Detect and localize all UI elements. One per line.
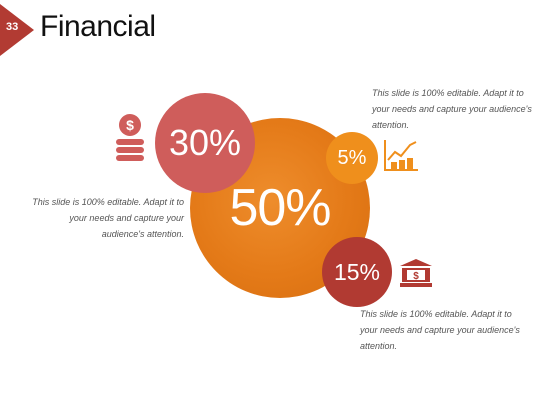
svg-text:$: $ xyxy=(126,117,134,133)
slide-number-badge xyxy=(0,4,34,56)
coins-icon: $ xyxy=(116,114,144,161)
circle-top-right-value: 5% xyxy=(337,146,367,169)
circle-bottom-right-value: 15% xyxy=(333,258,381,285)
note-bottom-right: This slide is 100% editable. Adapt it to… xyxy=(360,309,520,351)
growth-chart-icon xyxy=(384,140,418,171)
svg-text:$: $ xyxy=(413,271,419,282)
slide-number: 33 xyxy=(6,21,19,33)
note-left: This slide is 100% editable. Adapt it to… xyxy=(32,197,184,239)
circle-top-left: 30% xyxy=(155,93,255,193)
bank-dollar-icon: $ xyxy=(400,259,432,287)
circle-center-value: 50% xyxy=(229,179,331,237)
circle-top-right: 5% xyxy=(326,132,378,184)
note-top-right: This slide is 100% editable. Adapt it to… xyxy=(372,88,532,130)
circle-bottom-right: 15% xyxy=(322,237,392,307)
circle-top-left-value: 30% xyxy=(168,122,242,163)
page-title: Financial xyxy=(40,10,156,43)
